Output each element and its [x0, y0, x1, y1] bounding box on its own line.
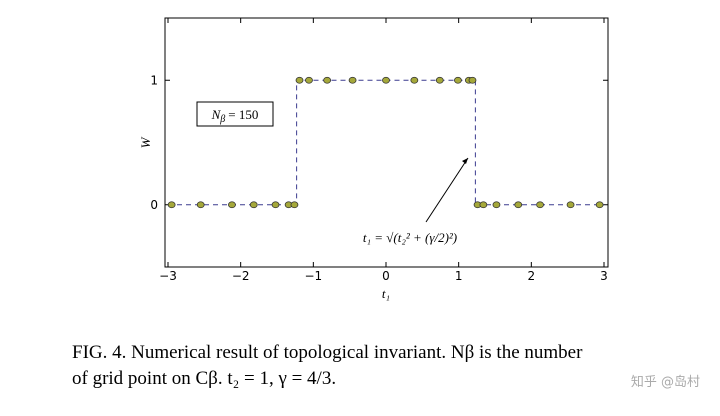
box-label: Nβ = 150 — [211, 107, 259, 125]
x-tick-label: −3 — [159, 269, 177, 283]
point — [479, 201, 488, 209]
x-tick-label: 2 — [528, 269, 536, 283]
point — [305, 76, 313, 84]
point — [468, 76, 477, 84]
x-axis-label: t₁ — [382, 286, 390, 301]
arrow-head — [462, 158, 468, 164]
step-line — [168, 79, 604, 206]
caption-line: of grid point on Cβ. t₂ = 1, γ = 4/3. — [72, 368, 336, 389]
point — [228, 201, 236, 209]
point — [249, 201, 258, 209]
point — [323, 76, 332, 84]
x-tick-label: −2 — [232, 269, 250, 283]
x-tick-label: 0 — [382, 269, 390, 283]
x-tick-label: 1 — [455, 269, 463, 283]
point — [514, 201, 523, 209]
arrow — [425, 157, 469, 223]
point — [348, 76, 357, 84]
y-tick-label: 0 — [150, 198, 158, 212]
label-box — [196, 101, 274, 127]
point — [435, 76, 444, 84]
y-axis-label: W — [138, 136, 153, 148]
point — [295, 76, 304, 84]
point — [167, 201, 176, 209]
point — [566, 201, 575, 209]
point — [492, 201, 501, 209]
point — [290, 201, 299, 209]
x-tick-label: −1 — [304, 269, 322, 283]
caption-line: FIG. 4. Numerical result of topological … — [72, 342, 583, 363]
point — [536, 201, 544, 209]
annotation: t₁ = √(t₂² + (γ/2)²) — [363, 230, 457, 245]
watermark: 知乎 @岛村 — [631, 374, 700, 390]
x-tick-label: 3 — [600, 269, 608, 283]
point — [410, 76, 419, 84]
point — [196, 201, 205, 209]
point — [595, 201, 604, 209]
point — [454, 76, 462, 84]
point — [382, 76, 390, 84]
y-tick-label: 1 — [150, 73, 158, 87]
point — [271, 201, 280, 209]
